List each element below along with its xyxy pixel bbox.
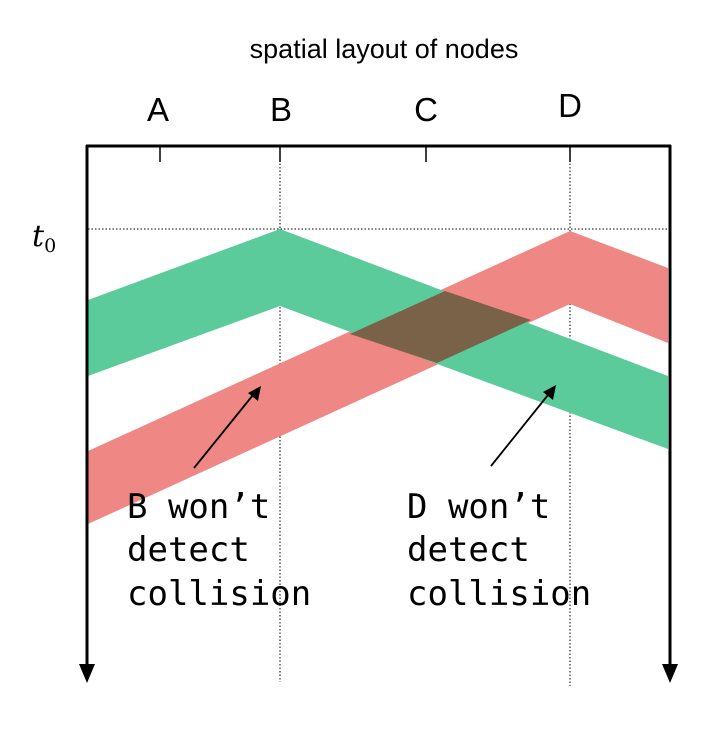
- signal-overlap-region: [350, 291, 531, 363]
- annotation-right-line3: collision: [407, 574, 591, 614]
- annotation-left-line2: detect: [127, 530, 250, 570]
- diagram-title: spatial layout of nodes: [250, 34, 519, 64]
- node-label-d: D: [558, 87, 582, 124]
- t0-label: t0: [32, 219, 56, 257]
- annotation-right-line2: detect: [407, 530, 530, 570]
- arrow-line-right: [490, 394, 549, 467]
- node-label-c: C: [414, 91, 438, 128]
- signal-band-d: [88, 231, 668, 524]
- annotation-right-line1: D won’t: [407, 487, 550, 527]
- arrow-line-left: [193, 394, 254, 469]
- annotation-left-line3: collision: [127, 574, 311, 614]
- node-label-b: B: [270, 91, 292, 128]
- annotation-left-line1: B won’t: [127, 487, 270, 527]
- arrowhead-left: [248, 386, 261, 401]
- node-label-a: A: [147, 91, 169, 128]
- right-arrowhead: [662, 664, 678, 683]
- arrowhead-right: [543, 385, 556, 400]
- left-arrowhead: [79, 664, 95, 683]
